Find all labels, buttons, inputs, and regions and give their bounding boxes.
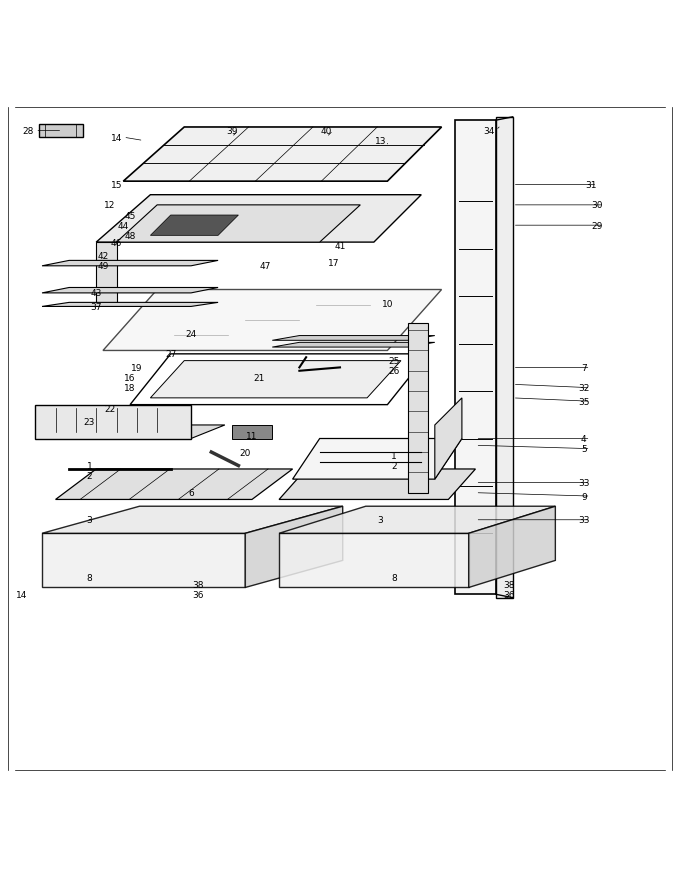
- Text: 8: 8: [86, 573, 92, 582]
- Polygon shape: [35, 405, 191, 439]
- Polygon shape: [455, 121, 496, 594]
- Polygon shape: [42, 261, 218, 267]
- Text: 21: 21: [253, 374, 265, 383]
- Polygon shape: [35, 426, 225, 439]
- Text: 48: 48: [124, 232, 136, 241]
- Text: 20: 20: [239, 448, 251, 457]
- Text: 49: 49: [97, 262, 109, 271]
- Text: 43: 43: [90, 289, 102, 298]
- Text: 22: 22: [104, 404, 116, 413]
- Text: 30: 30: [592, 201, 603, 210]
- Polygon shape: [123, 128, 441, 182]
- Text: 27: 27: [165, 350, 176, 359]
- Polygon shape: [103, 291, 441, 351]
- Polygon shape: [39, 125, 83, 138]
- Text: 36: 36: [504, 590, 515, 599]
- Polygon shape: [232, 426, 272, 439]
- Text: 33: 33: [578, 515, 590, 525]
- Polygon shape: [279, 534, 469, 587]
- Text: 14: 14: [16, 590, 27, 599]
- Polygon shape: [42, 507, 343, 534]
- Text: 32: 32: [578, 384, 590, 392]
- Text: 42: 42: [97, 252, 109, 261]
- Text: 4: 4: [581, 435, 587, 443]
- Text: 36: 36: [192, 590, 203, 599]
- Polygon shape: [56, 470, 292, 500]
- Text: 24: 24: [186, 329, 197, 339]
- Text: 39: 39: [226, 126, 237, 136]
- Text: 37: 37: [90, 303, 102, 312]
- Text: 10: 10: [381, 299, 393, 308]
- Polygon shape: [150, 216, 239, 236]
- Polygon shape: [272, 336, 435, 341]
- Text: 6: 6: [188, 489, 194, 498]
- Text: 1: 1: [86, 462, 92, 471]
- Polygon shape: [292, 439, 462, 479]
- Polygon shape: [245, 507, 343, 587]
- Text: 38: 38: [504, 580, 515, 589]
- Polygon shape: [469, 507, 556, 587]
- Text: 44: 44: [118, 221, 129, 230]
- Polygon shape: [96, 243, 116, 304]
- Polygon shape: [496, 118, 513, 598]
- Text: 34: 34: [483, 126, 494, 136]
- Text: 19: 19: [131, 363, 143, 372]
- Text: 33: 33: [578, 479, 590, 487]
- Polygon shape: [408, 324, 428, 493]
- Text: 23: 23: [84, 418, 95, 427]
- Polygon shape: [435, 399, 462, 479]
- Text: 28: 28: [23, 126, 34, 136]
- Text: 3: 3: [378, 515, 384, 525]
- Text: 16: 16: [124, 374, 136, 383]
- Text: 13: 13: [375, 137, 386, 146]
- Text: 15: 15: [111, 181, 122, 190]
- Polygon shape: [150, 361, 401, 399]
- Text: 29: 29: [592, 221, 603, 230]
- Polygon shape: [42, 534, 245, 587]
- Text: 17: 17: [328, 259, 339, 268]
- Text: 38: 38: [192, 580, 203, 589]
- Text: 5: 5: [581, 444, 587, 454]
- Polygon shape: [272, 343, 435, 348]
- Text: 3: 3: [86, 515, 92, 525]
- Text: 8: 8: [391, 573, 397, 582]
- Text: 40: 40: [321, 126, 332, 136]
- Polygon shape: [279, 470, 475, 500]
- Text: 11: 11: [246, 431, 258, 440]
- Text: 2: 2: [86, 471, 92, 480]
- Text: 14: 14: [111, 133, 122, 142]
- Text: 26: 26: [388, 367, 400, 376]
- Polygon shape: [279, 507, 556, 534]
- Text: 45: 45: [124, 212, 136, 220]
- Text: 12: 12: [104, 201, 116, 210]
- Polygon shape: [96, 196, 422, 243]
- Polygon shape: [42, 288, 218, 293]
- Text: 25: 25: [388, 356, 400, 366]
- Text: 9: 9: [581, 492, 587, 501]
- Text: 47: 47: [260, 262, 271, 271]
- Text: 7: 7: [581, 363, 587, 372]
- Text: 2: 2: [392, 462, 397, 471]
- Text: 41: 41: [335, 241, 345, 251]
- Polygon shape: [42, 303, 218, 307]
- Text: 1: 1: [391, 451, 397, 460]
- Text: 18: 18: [124, 384, 136, 392]
- Text: 46: 46: [111, 238, 122, 248]
- Text: 31: 31: [585, 181, 596, 190]
- Polygon shape: [116, 205, 360, 243]
- Text: 35: 35: [578, 398, 590, 407]
